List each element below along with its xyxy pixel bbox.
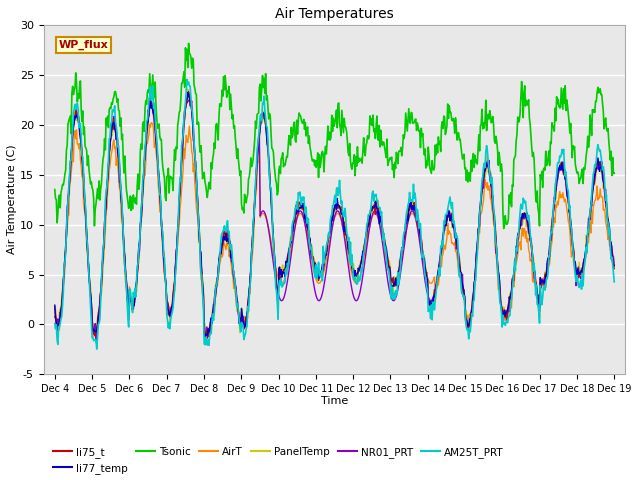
Y-axis label: Air Temperature (C): Air Temperature (C) [7,145,17,254]
Text: WP_flux: WP_flux [58,40,108,50]
X-axis label: Time: Time [321,396,348,406]
Legend: li75_t, li77_temp, Tsonic, AirT, PanelTemp, NR01_PRT, AM25T_PRT: li75_t, li77_temp, Tsonic, AirT, PanelTe… [49,443,508,478]
Title: Air Temperatures: Air Temperatures [275,7,394,21]
